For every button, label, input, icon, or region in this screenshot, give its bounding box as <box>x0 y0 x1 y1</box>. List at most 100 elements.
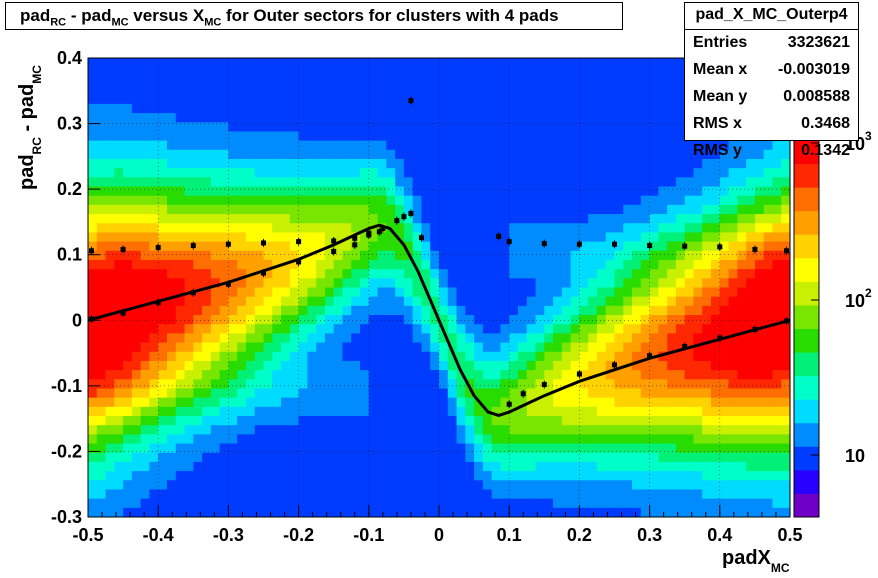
heatmap-cell <box>667 461 677 472</box>
heatmap-cell <box>614 351 624 362</box>
heatmap-cell <box>333 122 344 133</box>
heatmap-cell <box>456 214 466 224</box>
heatmap-cell <box>474 296 484 307</box>
heatmap-cell <box>509 195 519 206</box>
heatmap-cell <box>649 131 659 142</box>
heatmap-cell <box>333 232 344 243</box>
heatmap-cell <box>149 360 159 371</box>
heatmap-cell <box>123 315 133 325</box>
heatmap-cell <box>640 67 651 77</box>
heatmap-cell <box>763 461 774 472</box>
heatmap-cell <box>588 324 598 334</box>
heatmap-cell <box>658 168 668 178</box>
heatmap-cell <box>596 434 607 445</box>
heatmap-cell <box>219 507 230 517</box>
heatmap-cell <box>123 434 133 445</box>
heatmap-cell <box>746 443 756 454</box>
heatmap-cell <box>579 443 589 454</box>
heatmap-cell <box>193 461 203 472</box>
heatmap-cell <box>123 370 133 380</box>
heatmap-cell <box>412 76 423 87</box>
heatmap-cell <box>561 416 572 426</box>
heatmap-cell <box>228 443 238 454</box>
heatmap-cell <box>131 269 142 279</box>
heatmap-cell <box>640 158 651 169</box>
heatmap-cell <box>202 214 212 224</box>
heatmap-cell <box>535 140 545 151</box>
heatmap-cell <box>202 324 212 334</box>
heatmap-cell <box>219 195 230 206</box>
heatmap-cell <box>202 122 212 133</box>
heatmap-cell <box>368 158 379 169</box>
heatmap-cell <box>465 85 475 96</box>
histogram-title-box: padRC - padMC versus XMC for Outer secto… <box>5 2 623 30</box>
heatmap-cell <box>324 379 335 390</box>
heatmap-cell <box>316 204 326 215</box>
heatmap-cell <box>746 480 756 491</box>
heatmap-cell <box>456 103 466 114</box>
heatmap-cell <box>395 360 405 371</box>
heatmap-cell <box>324 195 335 206</box>
heatmap-cell <box>412 223 423 234</box>
heatmap-cell <box>342 195 352 206</box>
heatmap-cell <box>623 186 633 197</box>
heatmap-cell <box>465 269 475 279</box>
heatmap-cell <box>702 489 712 500</box>
heatmap-cell <box>500 471 510 481</box>
x-tick-label: 0 <box>434 525 444 545</box>
heatmap-cell <box>596 379 607 390</box>
heatmap-cell <box>158 103 168 114</box>
heatmap-cell <box>403 498 414 509</box>
heatmap-cell <box>289 315 300 325</box>
heatmap-cell <box>316 360 326 371</box>
heatmap-cell <box>360 452 370 463</box>
heatmap-cell <box>368 140 379 151</box>
heatmap-cell <box>149 186 159 197</box>
heatmap-cell <box>368 250 379 261</box>
heatmap-cell <box>754 241 765 252</box>
heatmap-cell <box>675 204 686 215</box>
heatmap-cell <box>763 278 774 289</box>
heatmap-cell <box>500 241 510 252</box>
heatmap-cell <box>465 250 475 261</box>
heatmap-cell <box>158 360 168 371</box>
heatmap-cell <box>439 204 449 215</box>
heatmap-cell <box>412 85 423 96</box>
heatmap-cell <box>772 498 782 509</box>
heatmap-cell <box>509 122 519 133</box>
heatmap-cell <box>281 425 291 435</box>
heatmap-cell <box>219 351 230 362</box>
heatmap-cell <box>711 425 721 435</box>
heatmap-cell <box>763 296 774 307</box>
heatmap-cell <box>544 103 554 114</box>
heatmap-cell <box>579 140 589 151</box>
heatmap-cell <box>272 498 282 509</box>
heatmap-cell <box>482 480 493 491</box>
heatmap-cell <box>456 122 466 133</box>
heatmap-cell <box>658 131 668 142</box>
heatmap-cell <box>447 480 458 491</box>
heatmap-cell <box>307 342 317 353</box>
heatmap-cell <box>763 452 774 463</box>
heatmap-cell <box>588 443 598 454</box>
heatmap-cell <box>588 296 598 307</box>
heatmap-cell <box>289 360 300 371</box>
heatmap-cell <box>403 452 414 463</box>
heatmap-cell <box>158 489 168 500</box>
heatmap-cell <box>500 140 510 151</box>
heatmap-cell <box>640 425 651 435</box>
heatmap-cell <box>368 443 379 454</box>
heatmap-cell <box>465 480 475 491</box>
heatmap-cell <box>728 158 738 169</box>
heatmap-cell <box>307 103 317 114</box>
heatmap-cell <box>166 351 177 362</box>
heatmap-cell <box>579 223 589 234</box>
heatmap-cell <box>237 370 247 380</box>
heatmap-cell <box>711 177 721 188</box>
heatmap-cell <box>403 122 414 133</box>
heatmap-cell <box>237 397 247 408</box>
heatmap-cell <box>166 452 177 463</box>
heatmap-cell <box>88 370 98 380</box>
heatmap-cell <box>333 168 344 178</box>
heatmap-cell <box>386 360 396 371</box>
